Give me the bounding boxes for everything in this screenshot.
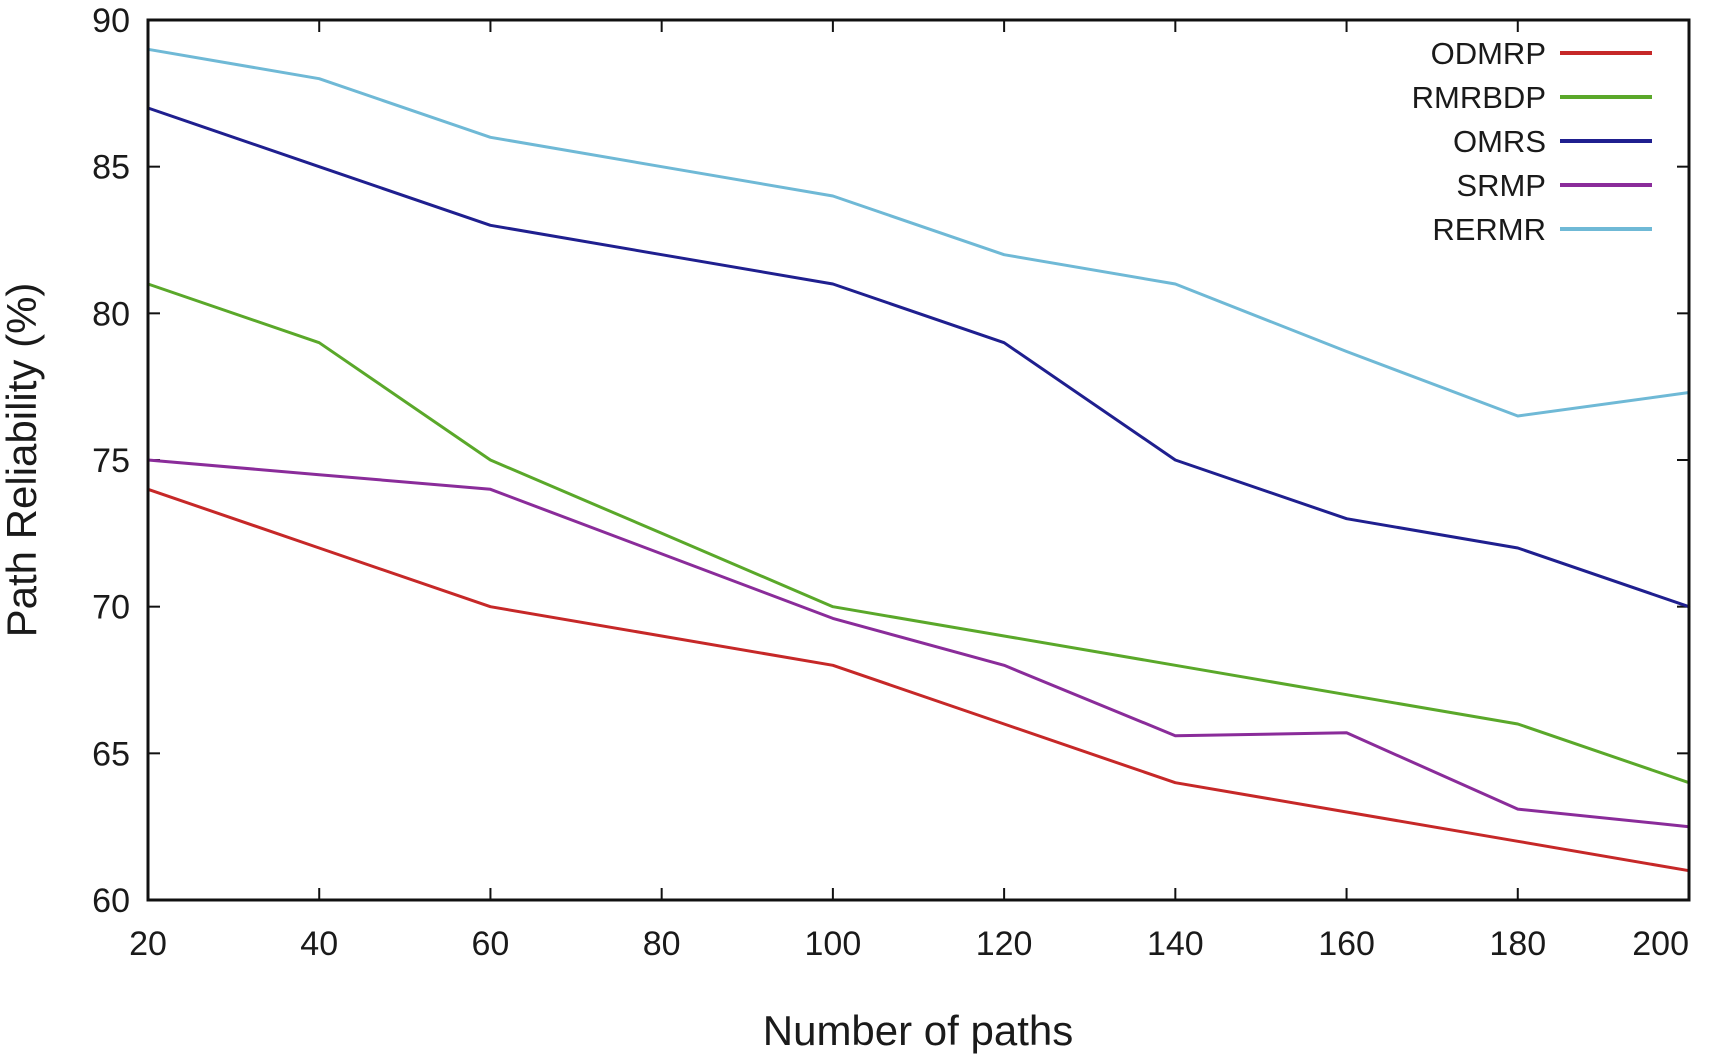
y-tick-label: 85 — [92, 149, 130, 187]
legend-label-omrs: OMRS — [1453, 124, 1546, 159]
x-axis-title: Number of paths — [763, 1007, 1074, 1054]
y-axis-title: Path Reliability (%) — [0, 283, 45, 638]
plot-frame — [146, 18, 1691, 902]
series-line-rermr — [146, 47, 1691, 418]
y-tick-label: 80 — [92, 295, 130, 333]
x-tick-label: 200 — [1632, 925, 1689, 963]
x-tick-label: 120 — [976, 925, 1033, 963]
legend-label-rermr: RERMR — [1432, 212, 1546, 247]
y-tick-label: 90 — [92, 2, 130, 40]
x-tick-label: 80 — [643, 925, 681, 963]
x-tick-label: 100 — [805, 925, 862, 963]
x-tick-label: 40 — [300, 925, 338, 963]
x-tick-label: 60 — [472, 925, 510, 963]
series-lines — [146, 47, 1691, 873]
series-line-rmrbdp — [146, 282, 1691, 785]
series-line-srmp — [146, 458, 1691, 829]
x-tick-label: 180 — [1489, 925, 1546, 963]
x-tick-label: 140 — [1147, 925, 1204, 963]
axis-ticks: 20 40 60 80 100 120 140 160 180 200 60 65 70 75 80 85 90 — [92, 2, 1690, 963]
y-tick-label: 65 — [92, 735, 130, 773]
y-tick-label: 70 — [92, 589, 130, 627]
x-tick-label: 160 — [1318, 925, 1375, 963]
series-line-odmrp — [146, 487, 1691, 873]
legend-label-odmrp: ODMRP — [1431, 36, 1546, 71]
y-tick-label: 75 — [92, 442, 130, 480]
legend-label-rmrbdp: RMRBDP — [1412, 80, 1546, 115]
x-tick-label: 20 — [129, 925, 167, 963]
legend: ODMRP RMRBDP OMRS SRMP RERMR — [1412, 36, 1652, 247]
series-line-omrs — [146, 106, 1691, 609]
legend-label-srmp: SRMP — [1456, 168, 1546, 203]
y-tick-label: 60 — [92, 882, 130, 920]
